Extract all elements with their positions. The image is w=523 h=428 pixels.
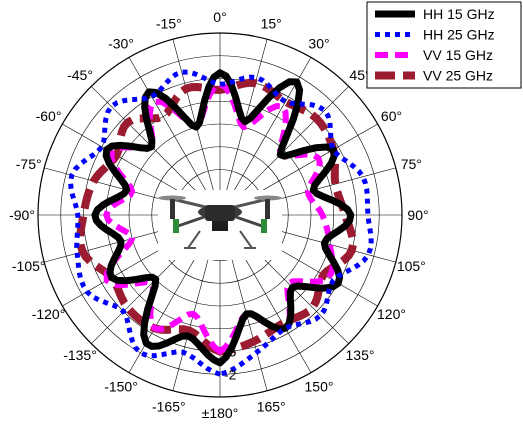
angle-tick-label: -135° bbox=[63, 347, 97, 363]
drone-image bbox=[158, 190, 282, 260]
angle-tick-label: -90° bbox=[9, 207, 35, 223]
angle-tick-label: 165° bbox=[257, 398, 286, 414]
radial-tick-label: -2 bbox=[224, 366, 237, 382]
angle-tick-label: 75° bbox=[401, 156, 422, 172]
series-lines bbox=[68, 69, 374, 377]
drone-icon bbox=[158, 195, 282, 249]
legend-entry: VV 15 GHz bbox=[423, 47, 493, 63]
angle-tick-label: -120° bbox=[32, 306, 66, 322]
legend: HH 15 GHz HH 25 GHz VV 15 GHz VV 25 GHz bbox=[366, 1, 522, 89]
angle-tick-label: 45° bbox=[349, 67, 370, 83]
legend-entry: HH 15 GHz bbox=[423, 6, 495, 22]
angle-tick-label: -15° bbox=[156, 16, 182, 32]
tick-labels: 0° 15° 30° 45° 60° 75° 90° 105° 120° 135° 150° 165°… bbox=[9, 9, 429, 421]
angle-tick-label: ±180° bbox=[202, 405, 239, 421]
angle-tick-label: -45° bbox=[67, 67, 93, 83]
angle-tick-label: -60° bbox=[36, 108, 62, 124]
legend-entry: HH 25 GHz bbox=[423, 27, 495, 43]
angle-tick-label: -75° bbox=[16, 156, 42, 172]
angle-tick-label: 105° bbox=[397, 258, 426, 274]
angle-tick-label: 30° bbox=[308, 36, 329, 52]
angle-tick-label: -105° bbox=[12, 258, 46, 274]
series-line-vv-15-ghz bbox=[103, 81, 336, 355]
angle-tick-label: -150° bbox=[104, 379, 138, 395]
angle-tick-label: -30° bbox=[108, 36, 134, 52]
angle-tick-label: -165° bbox=[152, 398, 186, 414]
legend-entry: VV 25 GHz bbox=[423, 68, 493, 84]
angle-tick-label: 0° bbox=[213, 9, 226, 25]
series-line-hh-15-ghz bbox=[91, 69, 355, 367]
series-line-hh-25-ghz bbox=[68, 69, 374, 377]
angle-tick-label: 150° bbox=[305, 379, 334, 395]
angle-tick-label: 60° bbox=[381, 108, 402, 124]
grid-spoke bbox=[128, 57, 221, 216]
angle-tick-label: 90° bbox=[407, 207, 428, 223]
radial-tick-label: -6 bbox=[224, 344, 237, 360]
angle-tick-label: 135° bbox=[346, 347, 375, 363]
angle-tick-label: 15° bbox=[261, 16, 282, 32]
angle-tick-label: 120° bbox=[377, 306, 406, 322]
